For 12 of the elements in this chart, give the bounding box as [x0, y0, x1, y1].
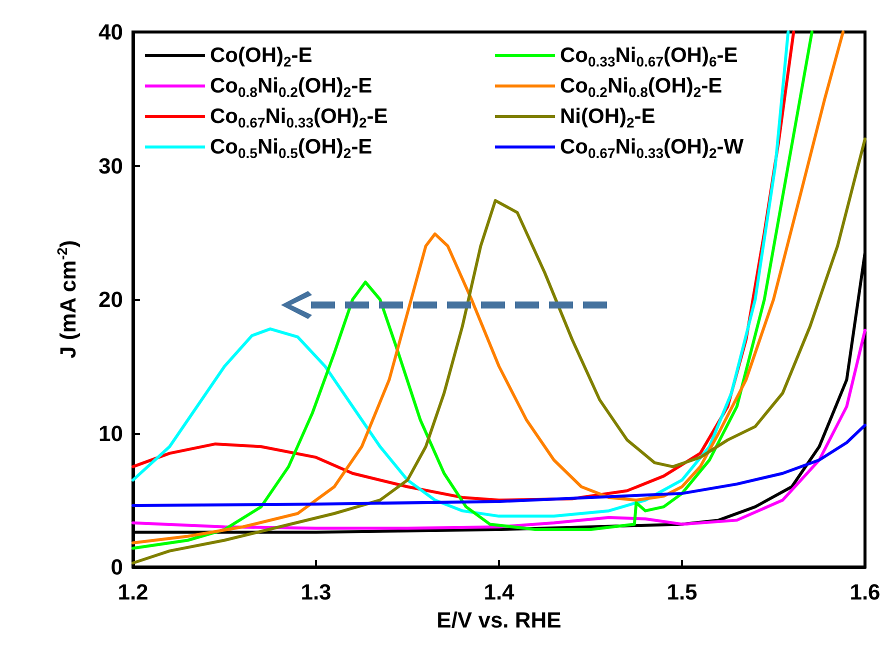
y-tick-label: 10 — [98, 420, 123, 446]
x-tick-label: 1.3 — [300, 580, 332, 604]
x-tick-label: 1.2 — [118, 580, 148, 604]
y-tick-label: 20 — [98, 287, 123, 312]
y-tick-label: 30 — [98, 153, 123, 178]
y-tick-label: 0 — [110, 554, 123, 580]
x-axis-title: E/V vs. RHE — [436, 608, 562, 632]
y-axis-title: J (mA cm-2) — [54, 240, 80, 358]
y-tick-label: 40 — [98, 20, 123, 44]
x-tick-label: 1.5 — [666, 580, 698, 604]
x-tick-label: 1.4 — [484, 580, 516, 604]
x-tick-label: 1.6 — [850, 580, 880, 604]
